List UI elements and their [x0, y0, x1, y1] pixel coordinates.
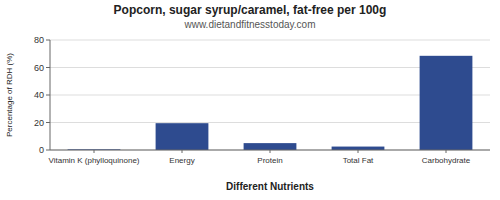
y-axis-line	[50, 40, 51, 150]
x-tick-label: Protein	[257, 156, 282, 165]
x-tick	[94, 150, 95, 153]
y-axis-label: Percentage of RDH (%)	[5, 53, 14, 137]
y-tick	[46, 150, 50, 151]
chart-container: Popcorn, sugar syrup/caramel, fat-free p…	[0, 0, 500, 200]
grid-line	[50, 40, 490, 41]
y-tick-label: 20	[34, 118, 44, 128]
y-tick-label: 40	[34, 90, 44, 100]
subtitle: www.dietandfitnesstoday.com	[184, 19, 316, 30]
y-tick	[46, 67, 50, 68]
x-tick	[182, 150, 183, 153]
x-tick-label: Vitamin K (phylloquinone)	[48, 156, 139, 165]
y-tick-label: 0	[39, 145, 44, 155]
bar	[332, 147, 385, 150]
x-axis-label: Different Nutrients	[226, 181, 314, 192]
x-tick	[446, 150, 447, 153]
x-tick-label: Total Fat	[343, 156, 374, 165]
y-tick-label: 60	[34, 63, 44, 73]
y-tick	[46, 40, 50, 41]
y-grid	[50, 40, 490, 150]
bar	[156, 123, 209, 150]
x-tick-label: Carbohydrate	[422, 156, 471, 165]
x-tick-label: Energy	[169, 156, 194, 165]
bars	[68, 56, 473, 150]
x-tick	[270, 150, 271, 153]
title: Popcorn, sugar syrup/caramel, fat-free p…	[114, 3, 387, 17]
y-tick	[46, 95, 50, 96]
x-tick	[358, 150, 359, 153]
chart: Popcorn, sugar syrup/caramel, fat-free p…	[0, 0, 500, 200]
bar	[420, 56, 473, 150]
bar	[244, 143, 297, 150]
y-tick	[46, 122, 50, 123]
x-axis: Vitamin K (phylloquinone) Energy Protein To…	[48, 150, 470, 165]
y-axis: 0 20 40 60 80	[34, 35, 50, 155]
y-tick-label: 80	[34, 35, 44, 45]
